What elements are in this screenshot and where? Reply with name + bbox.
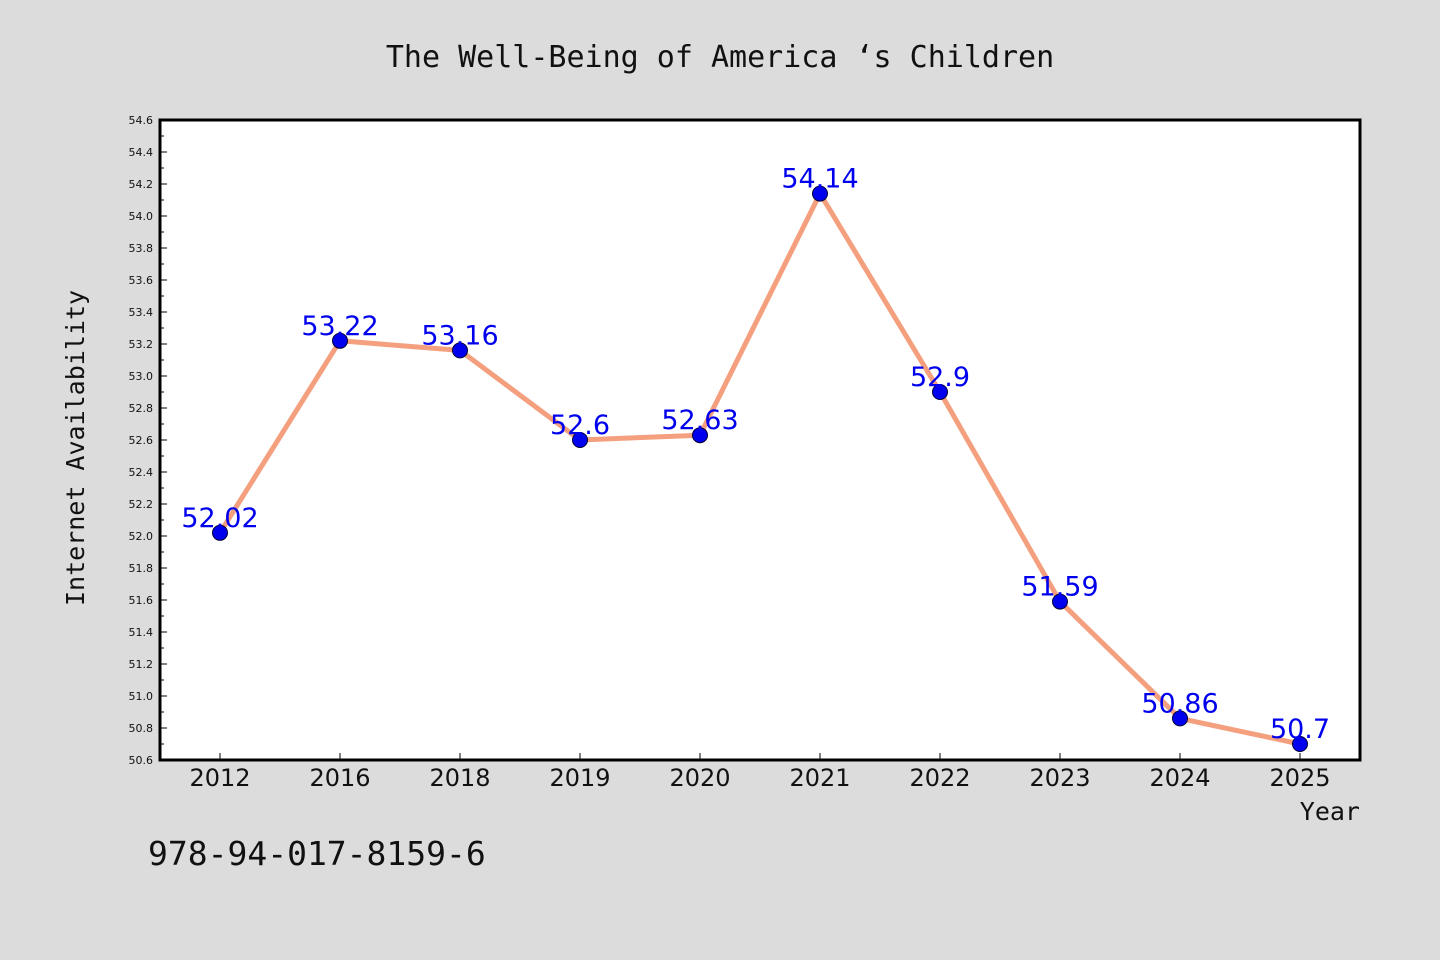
y-tick-label: 52.0 (129, 530, 154, 543)
data-label: 52.63 (661, 405, 738, 436)
y-tick-label: 54.6 (129, 114, 154, 127)
x-tick-label: 2021 (789, 764, 850, 792)
data-point (332, 332, 348, 349)
x-tick-label: 2022 (909, 764, 970, 792)
x-tick-label: 2012 (189, 764, 250, 792)
y-axis-label: Internet Availability (61, 290, 90, 606)
data-label: 53.16 (421, 320, 498, 351)
data-label: 50.86 (1141, 688, 1218, 719)
data-point (212, 524, 228, 541)
y-tick-label: 54.4 (129, 146, 154, 159)
x-tick-label: 2024 (1149, 764, 1210, 792)
footer-code: 978-94-017-8159-6 (148, 834, 486, 873)
data-label: 51.59 (1021, 572, 1098, 603)
y-tick-label: 52.4 (129, 466, 154, 479)
x-axis-label: Year (1300, 797, 1360, 826)
data-label: 52.9 (910, 362, 970, 393)
data-point (1052, 593, 1068, 610)
data-label: 50.7 (1270, 714, 1330, 745)
data-label: 52.6 (550, 410, 610, 441)
data-label: 53.22 (301, 311, 378, 342)
y-tick-label: 52.2 (129, 498, 154, 511)
x-tick-label: 2020 (669, 764, 730, 792)
y-tick-label: 53.8 (129, 242, 154, 255)
data-point (452, 342, 468, 359)
y-tick-label: 50.6 (129, 754, 154, 767)
data-point (932, 384, 948, 400)
data-point (812, 185, 828, 202)
x-tick-label: 2023 (1029, 764, 1090, 792)
y-tick-label: 53.4 (129, 306, 154, 319)
data-point (1172, 710, 1188, 727)
y-tick-label: 53.0 (129, 370, 154, 383)
y-tick-label: 51.0 (129, 690, 154, 703)
y-tick-label: 51.2 (129, 658, 154, 671)
y-tick-label: 50.8 (129, 722, 154, 735)
data-labels: 52.02 53.22 53.16 52.6 52.63 54.14 52.9 51.59 50… (181, 164, 1330, 745)
series-line (217, 191, 1303, 747)
y-tick-label: 52.8 (129, 402, 154, 415)
x-tick-label: 2025 (1269, 764, 1330, 792)
series-line-group (217, 191, 1303, 747)
x-axis: 2012 2016 2018 2019 2020 2021 2022 2023 2024 2025 (189, 753, 1331, 792)
data-point (692, 427, 708, 444)
x-tick-label: 2016 (309, 764, 370, 792)
y-tick-label: 51.6 (129, 594, 154, 607)
data-point (572, 432, 588, 448)
y-tick-label: 53.2 (129, 338, 154, 351)
series-markers (212, 185, 1308, 752)
y-tick-label: 52.6 (129, 434, 154, 447)
y-tick-label: 54.2 (129, 178, 154, 191)
y-axis: 50.6 50.8 51.0 51.2 51.4 51.6 51.8 52.0 52.2 52.4… (129, 114, 167, 767)
y-tick-label: 53.6 (129, 274, 154, 287)
y-tick-label: 51.8 (129, 562, 154, 575)
y-tick-label: 51.4 (129, 626, 154, 639)
y-tick-label: 54.0 (129, 210, 154, 223)
plot-area (158, 118, 1362, 762)
x-tick-label: 2019 (549, 764, 610, 792)
data-label: 52.02 (181, 503, 258, 534)
x-tick-label: 2018 (429, 764, 490, 792)
chart-title: The Well-Being of America ‘s Children (386, 40, 1054, 75)
data-label: 54.14 (781, 164, 858, 195)
data-point (1292, 736, 1308, 752)
